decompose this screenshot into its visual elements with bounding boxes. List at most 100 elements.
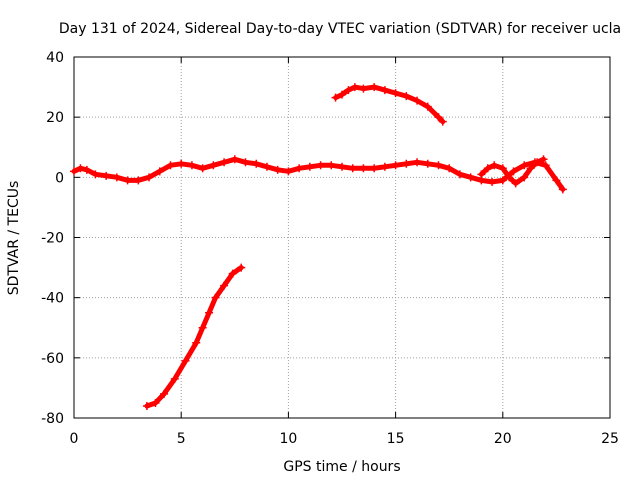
data-point (505, 173, 514, 182)
y-axis: -80 -60 -40 -20 0 20 40 (41, 50, 610, 427)
data-point (181, 356, 190, 365)
data-point (327, 161, 336, 170)
data-point (134, 176, 143, 185)
data-point (498, 164, 507, 173)
chart-title: Day 131 of 2024, Sidereal Day-to-day VTE… (59, 21, 621, 37)
series-loop-segment (477, 155, 548, 188)
data-point (123, 176, 132, 185)
data-point (344, 86, 353, 95)
data-point (155, 167, 164, 176)
series-line (144, 265, 244, 409)
data-point (466, 173, 475, 182)
data-point (558, 185, 567, 194)
data-point (237, 263, 246, 272)
data-point (533, 158, 542, 167)
x-tick-label: 10 (279, 431, 297, 447)
data-point (262, 162, 271, 171)
data-point (434, 113, 443, 122)
x-tick-label: 25 (601, 431, 619, 447)
data-point (520, 173, 529, 182)
data-point (391, 89, 400, 98)
data-point (241, 158, 250, 167)
data-point (205, 308, 214, 317)
data-point (413, 96, 422, 105)
data-point (490, 161, 499, 170)
data-point (350, 83, 359, 92)
data-point (413, 158, 422, 167)
data-point (359, 84, 368, 93)
data-point (142, 401, 151, 410)
data-point (520, 161, 529, 170)
data-point (316, 161, 325, 170)
y-tick-label: -60 (41, 351, 64, 367)
data-point (187, 161, 196, 170)
data-point (380, 86, 389, 95)
data-point (305, 162, 314, 171)
data-point (477, 170, 486, 179)
y-tick-label: -80 (41, 411, 64, 427)
y-tick-label: -20 (41, 231, 64, 247)
data-point (198, 164, 207, 173)
data-point (284, 167, 293, 176)
data-point (170, 374, 179, 383)
data-point (228, 269, 237, 278)
data-point (402, 159, 411, 168)
data-point (380, 162, 389, 171)
series-line (333, 84, 446, 125)
data-point (76, 164, 85, 173)
data-point (338, 90, 346, 99)
data-point (220, 158, 229, 167)
x-tick-label: 15 (387, 431, 405, 447)
x-tick-label: 20 (494, 431, 512, 447)
grid (74, 57, 610, 418)
data-point (230, 155, 239, 164)
series-main-track (70, 155, 567, 194)
series-rising-segment (142, 263, 246, 410)
data-point (198, 323, 207, 332)
data-point (160, 389, 169, 398)
y-tick-label: 20 (46, 110, 64, 126)
data-point (112, 173, 121, 182)
data-point (70, 167, 78, 176)
data-point (438, 117, 447, 126)
data-point (359, 164, 368, 173)
data-point (483, 164, 492, 173)
data-point (539, 155, 548, 164)
x-axis-label: GPS time / hours (283, 459, 400, 475)
data-point (209, 161, 218, 170)
data-point (102, 171, 111, 180)
series-line (478, 156, 547, 186)
data-point (423, 102, 432, 111)
data-point (331, 93, 340, 102)
data-point (434, 161, 443, 170)
data-point (541, 161, 550, 170)
data-point (498, 176, 507, 185)
data-point (82, 165, 91, 174)
data-point (166, 161, 175, 170)
x-tick-label: 0 (70, 431, 79, 447)
data-point (552, 176, 561, 185)
x-tick-label: 5 (177, 431, 186, 447)
data-point (402, 92, 411, 101)
data-point (177, 159, 186, 168)
data-point (252, 159, 261, 168)
y-tick-label: 0 (55, 170, 64, 186)
data-point (211, 293, 220, 302)
data-point (145, 173, 154, 182)
data-point (348, 164, 357, 173)
data-point (151, 398, 160, 407)
y-tick-label: 40 (46, 50, 64, 66)
x-axis: 0 5 10 15 20 25 (70, 57, 619, 447)
data-point (511, 179, 520, 188)
data-point (455, 170, 464, 179)
data-point (445, 164, 454, 173)
data-point (488, 177, 497, 186)
data-point (91, 170, 100, 179)
series-line (71, 156, 566, 192)
data-point (526, 164, 535, 173)
data-point (273, 165, 282, 174)
data-point (423, 159, 432, 168)
data-point (370, 83, 379, 92)
data-marks (70, 83, 567, 410)
